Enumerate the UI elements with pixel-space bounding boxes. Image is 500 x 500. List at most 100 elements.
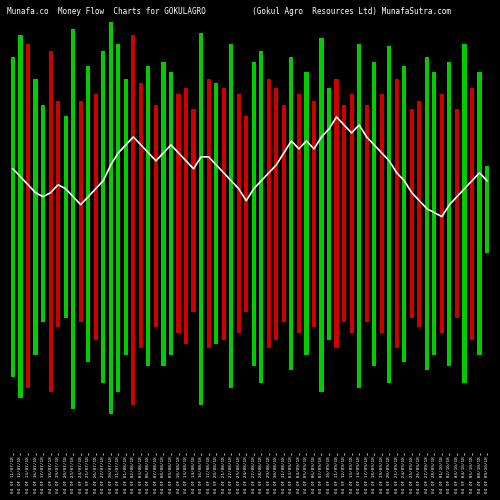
Bar	[124, 79, 128, 235]
Bar	[199, 34, 203, 235]
Bar	[229, 44, 234, 236]
Bar	[192, 110, 196, 236]
Bar	[71, 29, 75, 236]
Bar	[108, 236, 113, 414]
Bar	[56, 100, 60, 235]
Bar	[342, 105, 346, 236]
Bar	[425, 236, 429, 370]
Bar	[320, 38, 324, 235]
Bar	[417, 100, 422, 235]
Bar	[274, 236, 278, 340]
Bar	[448, 236, 452, 366]
Bar	[387, 46, 392, 236]
Text: Munafa.co  Money Flow  Charts for GOKULAGRO          (Gokul Agro  Resources Ltd): Munafa.co Money Flow Charts for GOKULAGR…	[7, 7, 451, 16]
Bar	[274, 88, 278, 236]
Bar	[86, 66, 90, 235]
Bar	[48, 50, 52, 236]
Bar	[236, 236, 241, 334]
Bar	[304, 236, 308, 355]
Bar	[252, 62, 256, 236]
Bar	[485, 236, 489, 253]
Bar	[11, 57, 15, 236]
Bar	[342, 236, 346, 322]
Bar	[86, 236, 90, 362]
Bar	[357, 236, 361, 388]
Bar	[18, 236, 22, 398]
Bar	[26, 236, 30, 388]
Bar	[222, 88, 226, 236]
Bar	[282, 105, 286, 236]
Bar	[94, 236, 98, 340]
Bar	[417, 236, 422, 327]
Bar	[236, 94, 241, 236]
Bar	[18, 36, 22, 235]
Bar	[26, 44, 30, 236]
Bar	[244, 236, 248, 312]
Bar	[199, 236, 203, 405]
Bar	[41, 105, 45, 236]
Bar	[101, 50, 105, 236]
Bar	[11, 236, 15, 377]
Bar	[64, 116, 68, 236]
Bar	[455, 110, 459, 236]
Bar	[169, 236, 173, 355]
Bar	[78, 236, 83, 322]
Bar	[259, 50, 264, 236]
Bar	[350, 236, 354, 334]
Bar	[78, 100, 83, 235]
Bar	[176, 94, 180, 236]
Bar	[432, 72, 436, 235]
Bar	[327, 236, 331, 340]
Bar	[146, 236, 150, 366]
Bar	[282, 236, 286, 322]
Bar	[48, 236, 52, 392]
Bar	[334, 236, 338, 348]
Bar	[266, 79, 271, 235]
Bar	[184, 88, 188, 236]
Bar	[312, 100, 316, 235]
Bar	[229, 236, 234, 388]
Bar	[410, 236, 414, 318]
Bar	[440, 236, 444, 334]
Bar	[184, 236, 188, 344]
Bar	[357, 44, 361, 236]
Bar	[34, 79, 38, 235]
Bar	[192, 236, 196, 312]
Bar	[312, 236, 316, 327]
Bar	[478, 236, 482, 355]
Bar	[364, 105, 368, 236]
Bar	[108, 22, 113, 236]
Bar	[206, 79, 210, 235]
Bar	[290, 236, 294, 370]
Bar	[124, 236, 128, 355]
Bar	[372, 236, 376, 366]
Bar	[139, 84, 143, 235]
Bar	[394, 79, 399, 235]
Bar	[139, 236, 143, 348]
Bar	[244, 116, 248, 236]
Bar	[146, 66, 150, 235]
Bar	[387, 236, 392, 384]
Bar	[470, 236, 474, 340]
Bar	[470, 88, 474, 236]
Bar	[214, 84, 218, 235]
Bar	[320, 236, 324, 392]
Bar	[176, 236, 180, 334]
Bar	[448, 62, 452, 236]
Bar	[334, 79, 338, 235]
Bar	[462, 236, 466, 384]
Bar	[327, 88, 331, 236]
Bar	[64, 236, 68, 318]
Bar	[402, 236, 406, 362]
Bar	[169, 72, 173, 235]
Bar	[252, 236, 256, 366]
Bar	[154, 105, 158, 236]
Bar	[132, 36, 136, 235]
Bar	[380, 236, 384, 334]
Bar	[350, 94, 354, 236]
Bar	[432, 236, 436, 355]
Bar	[425, 57, 429, 236]
Bar	[455, 236, 459, 318]
Bar	[71, 236, 75, 410]
Bar	[478, 72, 482, 235]
